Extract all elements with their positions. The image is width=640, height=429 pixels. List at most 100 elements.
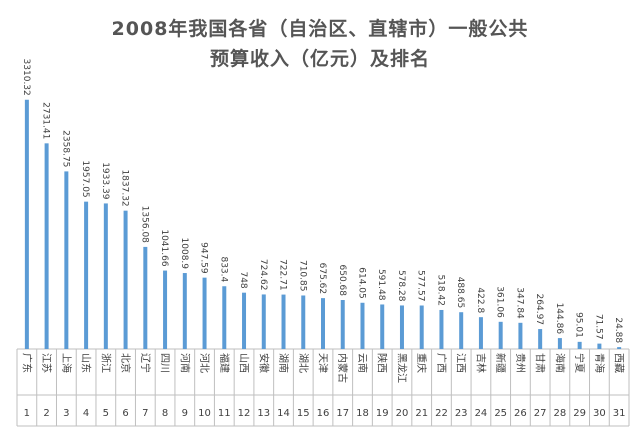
category-label: 贵州: [514, 353, 527, 373]
bar: [518, 322, 523, 349]
value-label: 71.57: [593, 314, 603, 340]
value-label: 614.05: [356, 267, 366, 299]
category-label: 山西: [238, 353, 250, 373]
bar: [360, 302, 365, 349]
bar: [103, 203, 108, 349]
value-label: 1957.05: [80, 160, 90, 197]
bar: [143, 246, 148, 349]
bar: [123, 210, 128, 349]
bar: [399, 305, 404, 349]
category-label: 黑龙江: [395, 353, 408, 383]
category-label: 宁夏: [573, 353, 586, 373]
bar: [242, 292, 247, 349]
bar: [340, 300, 345, 349]
rank-label: 7: [142, 408, 148, 419]
category-label: 内蒙古: [336, 353, 349, 383]
value-label: 1008.9: [179, 238, 189, 270]
category-label: 吉林: [474, 353, 487, 373]
category-label: 河北: [198, 353, 210, 373]
rank-label: 3: [63, 408, 69, 419]
bar: [64, 171, 69, 349]
bar: [261, 294, 266, 349]
value-label: 1837.32: [120, 169, 130, 206]
value-label: 3310.32: [21, 59, 31, 96]
bar: [498, 321, 503, 349]
bar: [419, 305, 424, 349]
bar: [538, 329, 543, 349]
value-label: 675.62: [317, 263, 327, 295]
category-label: 福建: [218, 353, 231, 373]
category-label: 云南: [356, 353, 369, 373]
rank-label: 29: [573, 408, 586, 419]
category-label: 青海: [593, 353, 606, 373]
rank-label: 6: [122, 408, 128, 419]
value-label: 24.88: [613, 317, 623, 343]
bar: [182, 273, 187, 349]
value-label: 947.59: [199, 242, 209, 274]
category-label: 广西: [435, 353, 447, 373]
bar: [222, 286, 227, 349]
rank-label: 10: [198, 408, 211, 419]
rank-label: 22: [435, 408, 448, 419]
value-label: 577.57: [416, 270, 426, 302]
rank-label: 20: [396, 408, 409, 419]
value-label: 1933.39: [100, 162, 110, 199]
category-label: 四川: [159, 353, 170, 373]
category-label: 海南: [553, 353, 566, 373]
rank-label: 23: [455, 408, 468, 419]
value-label: 95.01: [574, 312, 584, 338]
category-label: 重庆: [415, 353, 428, 373]
value-label: 422.8: [475, 287, 485, 313]
category-label: 湖北: [297, 353, 309, 373]
value-label: 748: [238, 271, 248, 288]
value-label: 144.86: [554, 303, 564, 335]
category-label: 湖南: [277, 353, 290, 373]
bar: [557, 338, 562, 349]
category-label: 河南: [178, 353, 191, 373]
rank-label: 2: [43, 408, 49, 419]
value-label: 724.62: [258, 259, 268, 291]
rank-label: 13: [257, 408, 270, 419]
category-label: 新疆: [494, 353, 507, 373]
bar: [617, 347, 622, 349]
category-label: 北京: [119, 353, 132, 373]
value-label: 650.68: [337, 265, 347, 297]
category-label: 广东: [20, 353, 33, 373]
bar: [380, 304, 385, 349]
value-label: 518.42: [435, 274, 445, 306]
value-label: 1041.66: [159, 229, 169, 266]
rank-label: 21: [415, 408, 428, 419]
bar: [44, 143, 49, 349]
rank-label: 26: [514, 408, 527, 419]
value-label: 361.06: [495, 286, 505, 318]
bar: [478, 317, 483, 349]
rank-label: 15: [297, 408, 310, 419]
rank-label: 14: [277, 408, 290, 419]
bar: [321, 298, 325, 349]
bar: [577, 341, 582, 349]
chart-title-line-2: 预算收入（亿元）及排名: [209, 48, 430, 70]
value-label: 591.48: [376, 269, 386, 301]
rank-label: 4: [83, 408, 89, 419]
bar: [202, 277, 207, 349]
value-label: 488.65: [455, 277, 465, 309]
category-label: 江苏: [40, 353, 53, 373]
rank-label: 9: [182, 408, 188, 419]
value-label: 833.4: [218, 256, 228, 282]
category-label: 安徽: [257, 353, 270, 373]
rank-label: 18: [356, 408, 369, 419]
rank-label: 19: [376, 408, 389, 419]
rank-label: 28: [554, 408, 567, 419]
chart-title-line-1: 2008年我国各省（自治区、直辖市）一般公共: [111, 18, 529, 40]
value-label: 2358.75: [60, 130, 70, 167]
value-label: 2731.41: [41, 102, 51, 139]
rank-label: 12: [238, 408, 251, 419]
category-label: 江西: [455, 353, 467, 373]
category-label: 浙江: [99, 353, 111, 373]
rank-label: 31: [613, 408, 626, 419]
category-label: 天津: [317, 353, 329, 373]
bar: [301, 295, 306, 349]
category-label: 山东: [80, 353, 93, 373]
